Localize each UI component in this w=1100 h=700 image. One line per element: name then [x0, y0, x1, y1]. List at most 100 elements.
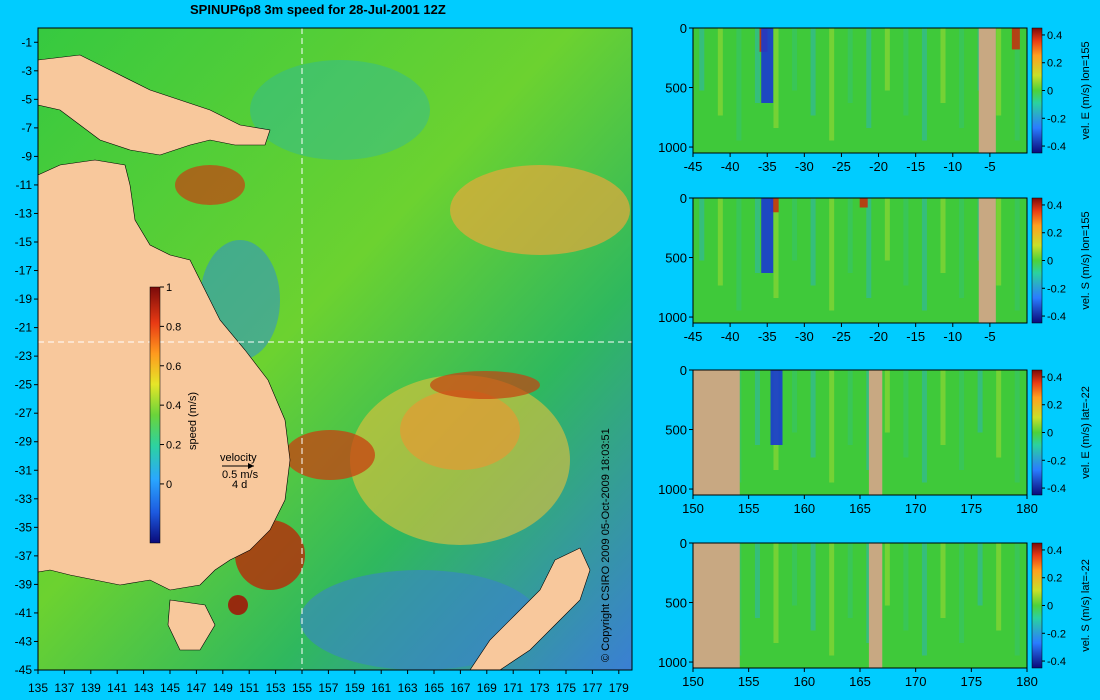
- section-colorbar-tick-label: -0.2: [1047, 113, 1066, 125]
- map-y-tick-label: -43: [15, 634, 33, 648]
- section-y-tick-label: 1000: [658, 140, 687, 155]
- current-feature: [228, 595, 248, 615]
- section-x-tick-label: -20: [869, 329, 888, 344]
- section-streak: [959, 28, 965, 128]
- section-y-tick-label: 1000: [658, 655, 687, 670]
- speed-colorbar-tick-label: 0: [166, 479, 172, 491]
- map-y-tick-label: -15: [15, 235, 33, 249]
- section-y-tick-label: 500: [665, 596, 687, 611]
- map-y-tick-label: -19: [15, 292, 33, 306]
- section-colorbar-tick-label: -0.4: [1047, 141, 1066, 153]
- section-streak: [977, 370, 983, 433]
- velocity-legend-time: 4 d: [232, 479, 247, 491]
- section-streak: [773, 543, 779, 643]
- section-field: [693, 28, 1027, 153]
- section-streak: [810, 28, 816, 116]
- section-negative-core: [761, 198, 774, 273]
- map-y-tick-label: -41: [15, 606, 33, 620]
- section-colorbar-tick-label: -0.4: [1047, 311, 1066, 323]
- map-y-tick-label: -35: [15, 520, 33, 534]
- section-y-tick-label: 500: [665, 81, 687, 96]
- section-colorbar-tick-label: 0.2: [1047, 58, 1062, 70]
- section-streak: [959, 198, 965, 298]
- section-x-tick-label: -35: [758, 159, 777, 174]
- section-streak: [940, 543, 946, 618]
- section-streak: [847, 370, 853, 445]
- section-land: [978, 28, 996, 153]
- section-streak: [921, 28, 927, 141]
- section-panel-1: -45 -40 -35 -30 -25 -20 -15 -10 -5 0 500 1000 0.4 0.2…: [658, 21, 1092, 174]
- map-x-tick-label: 155: [292, 681, 312, 695]
- section-x-tick-label: -25: [832, 159, 851, 174]
- section-colorbar: [1031, 27, 1043, 154]
- section-streak: [996, 543, 1002, 631]
- map-y-tick-label: -23: [15, 349, 33, 363]
- map-x-tick-label: 171: [503, 681, 523, 695]
- section-y-tick-label: 0: [680, 363, 687, 378]
- section-x-tick-label: -45: [684, 329, 703, 344]
- section-colorbar-tick-label: 0.2: [1047, 573, 1062, 585]
- section-streak: [884, 28, 890, 91]
- map-y-tick-label: -7: [21, 121, 32, 135]
- section-streak: [1014, 543, 1020, 656]
- section-x-tick-label: 160: [793, 674, 815, 689]
- section-colorbar-tick-label: 0.2: [1047, 228, 1062, 240]
- section-colorbar-label: vel. S (m/s) lat=-22: [1080, 559, 1092, 652]
- speed-colorbar: [149, 286, 161, 544]
- section-panel-4: 150 155 160 165 170 175 180 0 500 1000 0.4 0.2 0 -0.2…: [658, 536, 1092, 689]
- section-x-tick-label: -15: [906, 329, 925, 344]
- section-colorbar-label: vel. E (m/s) lon=155: [1080, 41, 1092, 139]
- map-x-tick-label: 173: [530, 681, 550, 695]
- section-colorbar-tick-label: 0: [1047, 256, 1053, 268]
- map-y-tick-label: -25: [15, 378, 33, 392]
- section-x-tick-label: -30: [795, 159, 814, 174]
- section-land: [978, 198, 996, 323]
- section-streak: [903, 28, 909, 116]
- section-x-tick-label: 150: [682, 501, 704, 516]
- section-y-tick-label: 500: [665, 251, 687, 266]
- section-x-tick-label: 170: [905, 674, 927, 689]
- section-streak: [996, 370, 1002, 458]
- section-colorbar: [1031, 542, 1043, 669]
- section-x-tick-label: 180: [1016, 501, 1038, 516]
- section-streak: [829, 198, 835, 311]
- map-frame: [37, 27, 633, 671]
- section-streak: [699, 198, 705, 261]
- section-streak: [754, 28, 760, 103]
- section-streak: [736, 28, 742, 141]
- map-x-tick-label: 139: [81, 681, 101, 695]
- section-colorbar-tick-label: -0.2: [1047, 283, 1066, 295]
- current-feature: [450, 165, 630, 255]
- map-x-tick-label: 179: [609, 681, 629, 695]
- map-y-tick-label: -5: [21, 92, 32, 106]
- speed-colorbar-tick-label: 0.8: [166, 321, 181, 333]
- current-feature: [400, 390, 520, 470]
- velocity-legend-speed: 0.5 m/s: [222, 469, 259, 481]
- section-y-tick-label: 1000: [658, 482, 687, 497]
- section-land: [868, 370, 883, 495]
- section-streak: [959, 370, 965, 470]
- section-streak: [754, 370, 760, 445]
- map-x-tick-label: 163: [398, 681, 418, 695]
- section-frame: [692, 197, 1028, 324]
- section-x-tick-label: 150: [682, 674, 704, 689]
- section-streak: [996, 28, 1002, 116]
- section-streak: [940, 198, 946, 273]
- section-streak: [810, 370, 816, 458]
- map-y-tick-label: -27: [15, 406, 33, 420]
- section-x-tick-label: -10: [943, 329, 962, 344]
- section-streak: [847, 28, 853, 103]
- section-x-tick-label: -40: [721, 329, 740, 344]
- section-x-tick-label: -25: [832, 329, 851, 344]
- section-colorbar-tick-label: 0.2: [1047, 400, 1062, 412]
- section-y-tick-label: 0: [680, 21, 687, 36]
- section-streak: [792, 543, 798, 606]
- section-streak: [1014, 370, 1020, 483]
- section-colorbar-tick-label: 0: [1047, 428, 1053, 440]
- section-positive-core: [1011, 28, 1020, 50]
- map-y-tick-label: -37: [15, 549, 33, 563]
- section-x-tick-label: 165: [849, 501, 871, 516]
- section-streak: [977, 543, 983, 606]
- section-y-tick-label: 0: [680, 191, 687, 206]
- section-x-tick-label: 170: [905, 501, 927, 516]
